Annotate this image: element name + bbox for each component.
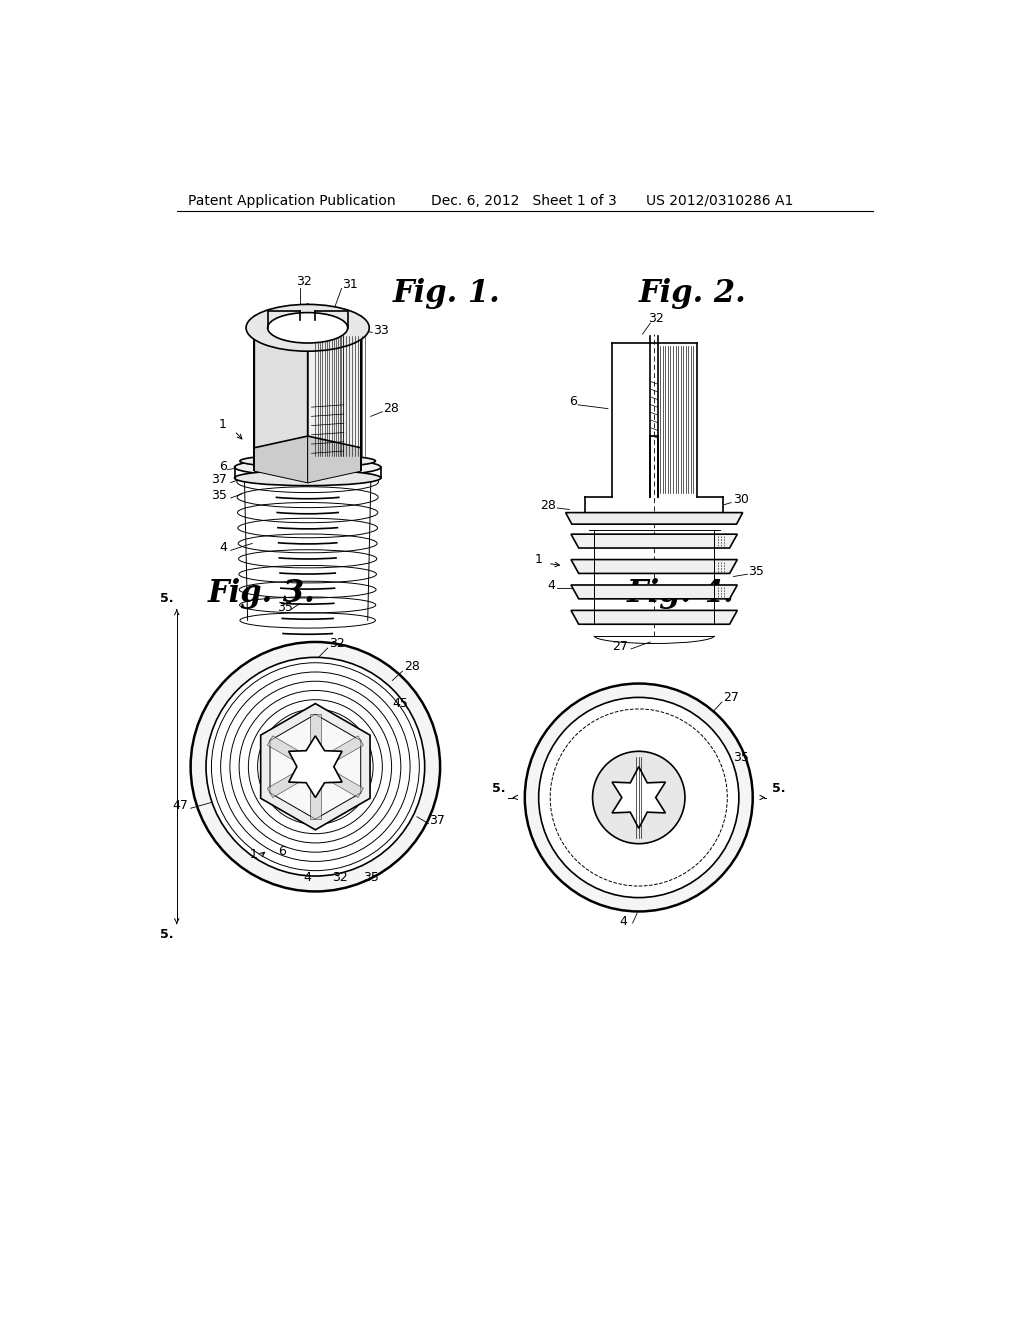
Text: 37: 37 xyxy=(429,814,445,828)
Text: 35: 35 xyxy=(749,565,764,578)
Circle shape xyxy=(593,751,685,843)
Text: 35: 35 xyxy=(733,751,749,763)
Circle shape xyxy=(524,684,753,911)
Polygon shape xyxy=(261,704,370,830)
Text: 4: 4 xyxy=(620,915,628,928)
Polygon shape xyxy=(254,305,307,447)
Text: 5.: 5. xyxy=(160,593,174,606)
Text: 28: 28 xyxy=(383,403,399,416)
Text: 6: 6 xyxy=(569,395,578,408)
Circle shape xyxy=(539,697,739,898)
Text: 45: 45 xyxy=(392,697,409,710)
Polygon shape xyxy=(571,610,737,624)
Ellipse shape xyxy=(240,455,376,467)
Polygon shape xyxy=(571,535,737,548)
Text: 6: 6 xyxy=(219,461,226,474)
Text: 47: 47 xyxy=(172,799,188,812)
Polygon shape xyxy=(289,737,342,797)
Text: 28: 28 xyxy=(540,499,556,512)
Text: 45: 45 xyxy=(662,771,678,784)
Text: Fig. 4.: Fig. 4. xyxy=(628,578,735,609)
Text: 1: 1 xyxy=(250,847,258,861)
Text: 1: 1 xyxy=(219,418,226,430)
Text: 1: 1 xyxy=(535,553,543,566)
Polygon shape xyxy=(267,735,364,797)
Ellipse shape xyxy=(234,458,381,475)
Text: 32: 32 xyxy=(648,312,664,325)
Polygon shape xyxy=(254,339,307,483)
Text: 30: 30 xyxy=(733,494,749,507)
Text: 28: 28 xyxy=(403,660,420,673)
Text: 31: 31 xyxy=(342,277,358,290)
Text: Fig. 1.: Fig. 1. xyxy=(392,277,500,309)
Text: 5.: 5. xyxy=(493,781,506,795)
Text: Dec. 6, 2012   Sheet 1 of 3: Dec. 6, 2012 Sheet 1 of 3 xyxy=(431,194,616,207)
Text: 2: 2 xyxy=(662,789,670,803)
Circle shape xyxy=(206,657,425,876)
Text: US 2012/0310286 A1: US 2012/0310286 A1 xyxy=(646,194,794,207)
Text: 6: 6 xyxy=(279,845,287,858)
Polygon shape xyxy=(307,305,361,447)
Text: 2: 2 xyxy=(323,748,331,762)
Text: 4: 4 xyxy=(219,541,226,554)
Text: 4: 4 xyxy=(548,579,556,591)
Text: 35: 35 xyxy=(211,488,226,502)
Text: 5.: 5. xyxy=(160,928,174,941)
Ellipse shape xyxy=(267,313,348,343)
Text: Patent Application Publication: Patent Application Publication xyxy=(188,194,396,207)
Text: 32: 32 xyxy=(333,871,348,883)
Text: 37: 37 xyxy=(211,474,226,486)
Polygon shape xyxy=(310,714,321,818)
Polygon shape xyxy=(571,560,737,573)
Text: Fig. 3.: Fig. 3. xyxy=(208,578,315,609)
Polygon shape xyxy=(571,585,737,599)
Polygon shape xyxy=(270,714,360,818)
Text: Fig. 2.: Fig. 2. xyxy=(639,277,746,309)
Polygon shape xyxy=(612,767,666,829)
Text: 35: 35 xyxy=(364,871,379,883)
Text: 27: 27 xyxy=(611,640,628,652)
Text: 32: 32 xyxy=(296,276,311,289)
Text: 5.: 5. xyxy=(772,781,785,795)
Circle shape xyxy=(190,642,440,891)
Text: 35: 35 xyxy=(276,601,293,614)
Text: 27: 27 xyxy=(724,692,739,705)
Text: 33: 33 xyxy=(373,323,389,337)
Text: 47: 47 xyxy=(662,804,678,817)
Polygon shape xyxy=(565,512,742,524)
Ellipse shape xyxy=(246,305,370,351)
Polygon shape xyxy=(307,339,361,483)
Polygon shape xyxy=(267,735,364,797)
Text: 4: 4 xyxy=(304,871,311,883)
Ellipse shape xyxy=(234,470,381,486)
Text: 32: 32 xyxy=(330,638,345,651)
